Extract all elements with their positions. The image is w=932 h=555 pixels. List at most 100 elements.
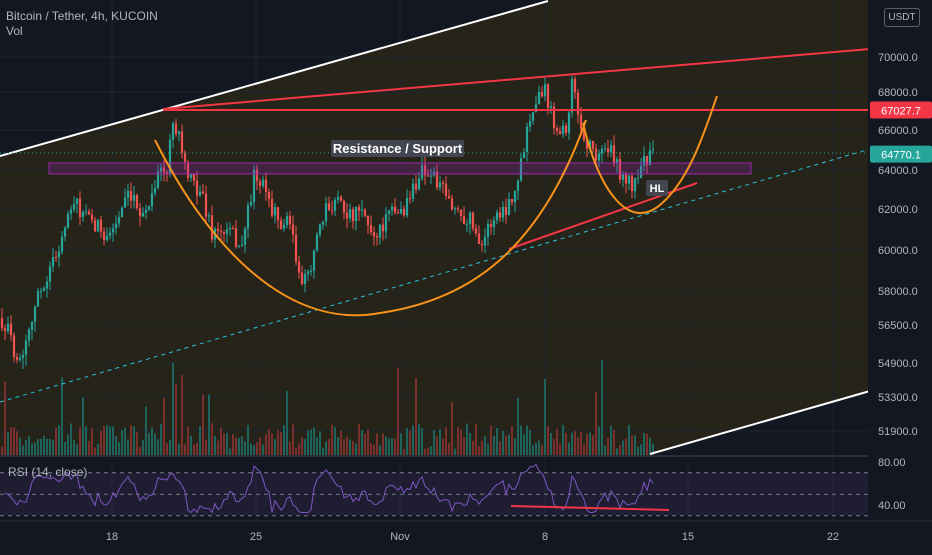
volume-bar <box>205 439 207 455</box>
volume-bar <box>286 390 288 455</box>
volume-bar <box>217 440 219 455</box>
candle-body <box>354 206 358 222</box>
price-tag-bg <box>870 145 932 163</box>
volume-bar <box>385 436 387 455</box>
symbol-title[interactable]: Bitcoin / Tether, 4h, KUCOIN <box>6 9 158 23</box>
candle-body <box>357 206 361 211</box>
volume-bar <box>565 432 567 455</box>
candle-body <box>516 180 520 191</box>
candle-body <box>243 228 247 245</box>
channel-fill <box>0 0 868 455</box>
candle-body <box>141 212 145 217</box>
candle-body <box>471 212 475 229</box>
volume-bar <box>214 435 216 455</box>
volume-bar <box>157 439 159 455</box>
volume-bar <box>1 446 3 455</box>
volume-bar <box>373 445 375 455</box>
chart-drawings: Resistance / Support HL <box>0 0 871 455</box>
candle-body <box>339 196 343 201</box>
candle-body <box>639 165 643 178</box>
candle-body <box>384 213 388 232</box>
volume-bar <box>10 427 12 455</box>
volume-bar <box>634 435 636 455</box>
volume-bar <box>31 443 33 455</box>
candle-body <box>552 106 556 128</box>
candle-body <box>411 183 415 199</box>
candle-body <box>282 224 286 229</box>
candle-body <box>378 224 382 238</box>
candle-body <box>99 219 103 232</box>
volume-bar <box>73 440 75 455</box>
candle-body <box>45 281 49 289</box>
candle-body <box>603 148 607 150</box>
volume-bar <box>238 438 240 455</box>
volume-bar <box>337 436 339 455</box>
candle-body <box>69 209 73 214</box>
price-tag-text: 64770.1 <box>881 150 921 162</box>
hl-label: HL <box>646 180 668 196</box>
candle-body <box>423 165 427 176</box>
candle-body <box>612 145 616 164</box>
volume-bar <box>379 445 381 455</box>
candle-body <box>294 234 298 262</box>
candle-body <box>405 197 409 216</box>
volume-bar <box>43 435 45 455</box>
candle-body <box>621 174 625 180</box>
candle-body <box>417 178 421 190</box>
candle-body <box>48 266 52 282</box>
price-tick-label: 70000.0 <box>878 52 918 64</box>
candle-body <box>651 149 655 151</box>
volume-bar <box>562 424 564 455</box>
volume-bar <box>409 430 411 455</box>
volume-bar <box>325 441 327 455</box>
candle-body <box>645 155 649 165</box>
volume-bar <box>88 441 90 455</box>
candle-body <box>225 229 229 234</box>
price-label-tag: 64770.1 <box>870 145 932 163</box>
volume-bar <box>631 435 633 455</box>
candle-body <box>9 323 13 336</box>
volume-bar <box>277 430 279 455</box>
volume-bar <box>367 429 369 455</box>
candle-body <box>561 125 565 134</box>
time-tick-label: 15 <box>682 531 694 543</box>
volume-bar <box>250 443 252 455</box>
candle-body <box>528 121 532 127</box>
candle-body <box>324 203 328 222</box>
candle-body <box>492 220 496 227</box>
volume-bar <box>154 433 156 455</box>
volume-bar <box>352 440 354 455</box>
volume-bar <box>163 398 165 455</box>
candle-body <box>399 208 403 214</box>
volume-bar <box>262 444 264 455</box>
candle-body <box>540 91 544 97</box>
volume-bar <box>541 444 543 455</box>
candle-body <box>129 191 133 201</box>
volume-bar <box>547 426 549 455</box>
volume-bar <box>55 427 57 455</box>
candle-body <box>567 112 571 133</box>
candle-body <box>168 139 172 174</box>
candle-body <box>303 273 307 285</box>
candle-body <box>318 224 322 235</box>
currency-badge[interactable]: USDT <box>884 8 920 27</box>
candle-body <box>459 209 463 217</box>
volume-bar <box>40 438 42 455</box>
volume-bar <box>145 406 147 455</box>
volume-bar <box>382 433 384 455</box>
time-tick-label: 18 <box>106 531 118 543</box>
volume-bar <box>556 428 558 455</box>
hl-text: HL <box>650 183 665 195</box>
volume-bar <box>604 445 606 455</box>
candle-body <box>267 191 271 200</box>
volume-bar <box>595 391 597 455</box>
candle-body <box>51 257 55 267</box>
candle-body <box>207 215 211 217</box>
candle-body <box>171 123 175 140</box>
volume-bar <box>46 438 48 455</box>
candle-body <box>57 251 61 258</box>
volume-bar <box>28 435 30 455</box>
volume-bar <box>232 434 234 455</box>
